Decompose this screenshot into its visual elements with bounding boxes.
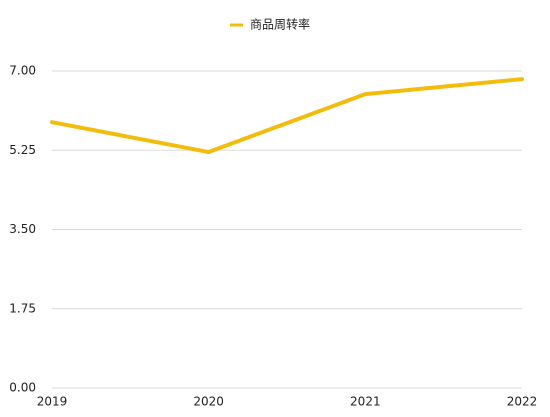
x-tick-label: 2022 <box>507 395 538 409</box>
y-tick-label: 5.25 <box>9 143 36 157</box>
x-tick-label: 2021 <box>350 395 381 409</box>
y-tick-label: 7.00 <box>9 64 36 78</box>
y-tick-label: 1.75 <box>9 301 36 315</box>
legend-label: 商品周转率 <box>250 17 310 32</box>
x-tick-label: 2020 <box>193 395 224 409</box>
x-tick-label: 2019 <box>37 395 68 409</box>
y-tick-label: 0.00 <box>9 381 36 395</box>
y-tick-label: 3.50 <box>9 222 36 236</box>
line <box>50 77 524 155</box>
